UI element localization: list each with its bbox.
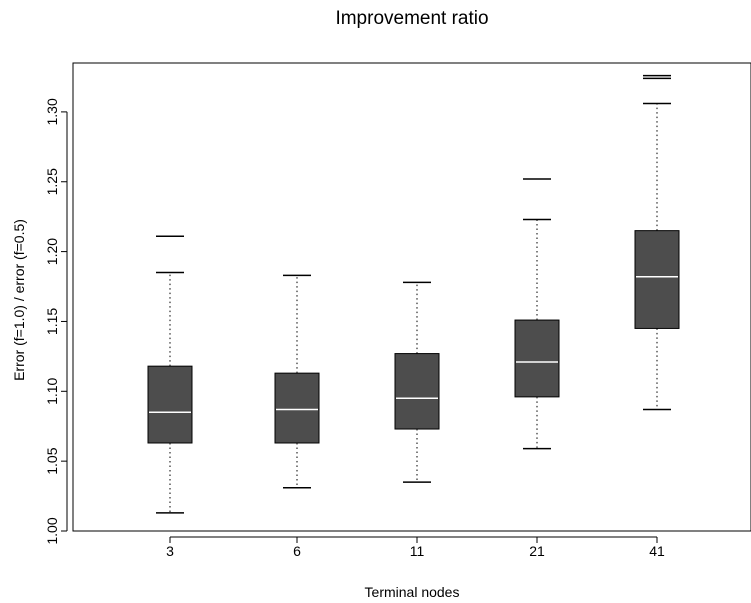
iqr-box bbox=[147, 365, 193, 444]
iqr-box bbox=[274, 372, 320, 444]
x-tick-label: 6 bbox=[293, 543, 301, 559]
box-group-41 bbox=[634, 74, 680, 411]
box-group-6 bbox=[274, 274, 320, 489]
box-group-3 bbox=[147, 235, 193, 514]
y-tick-label: 1.20 bbox=[44, 238, 60, 265]
y-tick-label: 1.05 bbox=[44, 447, 60, 474]
plot-frame bbox=[72, 62, 751, 532]
y-tick-label: 1.10 bbox=[44, 377, 60, 404]
chart-title: Improvement ratio bbox=[335, 8, 488, 29]
boxes-layer bbox=[147, 74, 680, 514]
x-axis-label: Terminal nodes bbox=[365, 584, 460, 600]
y-tick-label: 1.00 bbox=[44, 517, 60, 544]
y-tick-label: 1.15 bbox=[44, 308, 60, 335]
y-tick-label: 1.25 bbox=[44, 168, 60, 195]
iqr-box bbox=[634, 230, 680, 329]
x-tick-label: 41 bbox=[649, 543, 665, 559]
y-axis: 1.00 1.05 1.10 1.15 1.20 1.25 1.30 bbox=[44, 98, 68, 545]
x-tick-label: 3 bbox=[166, 543, 174, 559]
iqr-box bbox=[394, 353, 440, 430]
x-tick-label: 11 bbox=[410, 543, 425, 559]
x-tick-label: 21 bbox=[529, 543, 545, 559]
box-group-11 bbox=[394, 281, 440, 483]
box-group-21 bbox=[514, 178, 560, 450]
x-axis: 3 6 11 21 41 bbox=[166, 536, 665, 559]
iqr-box bbox=[514, 319, 560, 398]
y-tick-label: 1.30 bbox=[44, 98, 60, 125]
y-axis-label: Error (f=1.0) / error (f=0.5) bbox=[11, 219, 27, 381]
